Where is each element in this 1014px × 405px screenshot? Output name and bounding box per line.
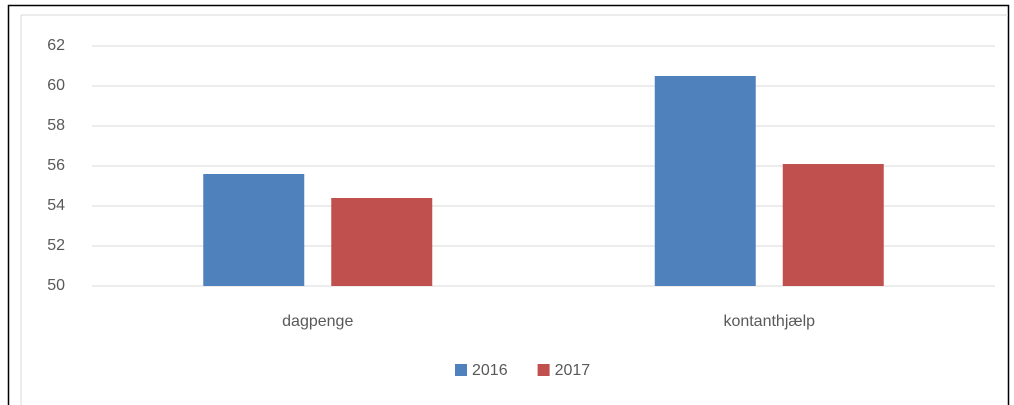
y-tick-label: 54: [47, 197, 65, 214]
x-tick-label: dagpenge: [282, 313, 353, 330]
bar: [203, 174, 305, 286]
legend-swatch: [455, 364, 467, 376]
legend-label: 2017: [555, 362, 591, 379]
bar: [782, 164, 884, 286]
x-tick-label: kontanthjælp: [723, 313, 815, 330]
frame: [7, 4, 1010, 405]
bar: [331, 198, 433, 286]
y-tick-label: 58: [47, 117, 65, 134]
y-tick-label: 60: [47, 77, 65, 94]
y-tick-label: 52: [47, 237, 65, 254]
legend-label: 2016: [472, 362, 508, 379]
y-tick-label: 62: [47, 37, 65, 54]
bar: [654, 76, 756, 286]
y-tick-label: 50: [47, 277, 65, 294]
legend-swatch: [537, 364, 550, 376]
y-tick-label: 56: [47, 157, 65, 174]
